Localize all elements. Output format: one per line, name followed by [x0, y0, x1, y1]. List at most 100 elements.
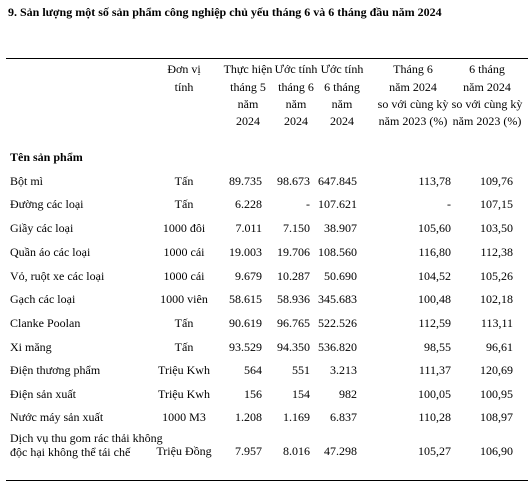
cell: - [306, 197, 310, 211]
header-cell: Ước tính [320, 62, 364, 76]
cell: 1000 cái [163, 245, 205, 259]
cell: 58.936 [277, 292, 310, 306]
cell: Tấn [174, 316, 194, 330]
title: 9. Sản lượng một số sản phẩm công nghiệp… [8, 5, 442, 19]
cell: 156 [244, 387, 262, 401]
cell: 1000 cái [163, 269, 205, 283]
cell: 96.765 [277, 316, 310, 330]
cell: 108,97 [480, 410, 513, 424]
header-cell: 2024 [236, 114, 260, 128]
header-cell: 2024 [284, 114, 308, 128]
bottom-rule [6, 480, 528, 481]
row-label: Gạch các loại [10, 292, 76, 306]
header-cell: năm 2024 [463, 80, 511, 94]
header-cell: năm [331, 97, 353, 111]
cell: 564 [244, 363, 262, 377]
cell: 1000 đôi [162, 221, 206, 235]
cell: 100,48 [418, 292, 451, 306]
row-label: Clanke Poolan [10, 316, 81, 330]
cell: 98,55 [424, 340, 451, 354]
header-cell: năm 2024 [389, 80, 437, 94]
header-cell: năm [237, 97, 259, 111]
cell: 116,80 [418, 245, 451, 259]
cell: 1.169 [283, 410, 310, 424]
cell: 8.016 [283, 444, 310, 458]
cell: 113,11 [480, 316, 513, 330]
cell: 102,18 [480, 292, 513, 306]
cell: 90.619 [229, 316, 262, 330]
cell: 112,59 [418, 316, 451, 330]
header-cell: tính [174, 80, 194, 94]
cell: 112,38 [480, 245, 513, 259]
cell: 50.690 [324, 269, 357, 283]
header-cell: Tháng 6 [393, 62, 433, 76]
header-cell: 6 tháng [324, 80, 360, 94]
header-cell: so với cùng kỳ [377, 97, 449, 111]
header-cell: năm 2023 (%) [378, 114, 448, 128]
cell: 103,50 [480, 221, 513, 235]
cell: 19.003 [229, 245, 262, 259]
cell: 1000 M3 [162, 410, 206, 424]
cell: 154 [292, 387, 310, 401]
cell: 105,26 [480, 269, 513, 283]
cell: 96,61 [486, 340, 513, 354]
cell: 100,05 [418, 387, 451, 401]
cell: Triệu Đồng [156, 444, 212, 458]
header-cell: năm [285, 97, 307, 111]
cell: 522.526 [318, 316, 357, 330]
cell: 105,60 [418, 221, 451, 235]
cell: Tấn [174, 197, 194, 211]
cell: 106,90 [480, 444, 513, 458]
cell: 120,69 [480, 363, 513, 377]
row-label: Giầy các loại [10, 221, 74, 235]
header-cell: tháng 5 [230, 80, 266, 94]
cell: 94.350 [277, 340, 310, 354]
cell: 98.673 [277, 174, 310, 188]
row-label: Điện sản xuất [10, 387, 76, 401]
row-label: Bột mì [10, 174, 44, 188]
cell: Tấn [174, 174, 194, 188]
header-cell: Thực hiện [223, 62, 273, 76]
cell: 100,95 [480, 387, 513, 401]
cell: 1.208 [235, 410, 262, 424]
cell: 9.679 [235, 269, 262, 283]
header-cell: năm 2023 (%) [452, 114, 522, 128]
header-cell: Đơn vị [167, 62, 201, 76]
cell: 89.735 [229, 174, 262, 188]
row-label: Dịch vụ thu gom rác thải không độc hại k… [10, 431, 163, 459]
cell: 647.845 [318, 174, 357, 188]
cell: 1000 viên [160, 292, 208, 306]
cell: 111,37 [418, 363, 451, 377]
cell: 551 [292, 363, 310, 377]
cell: 7.957 [235, 444, 262, 458]
cell: 982 [339, 387, 357, 401]
top-rule [6, 58, 528, 59]
header-cell: 2024 [330, 114, 354, 128]
row-label: Xi măng [10, 340, 52, 354]
cell: 110,28 [418, 410, 451, 424]
header-cell: 6 tháng [469, 62, 505, 76]
cell: 47.298 [324, 444, 357, 458]
cell: 7.150 [283, 221, 310, 235]
cell: 104,52 [418, 269, 451, 283]
cell: 113,78 [418, 174, 451, 188]
row-label: Đường các loại [10, 197, 84, 211]
header-cell: so với cùng kỳ [451, 97, 523, 111]
row-label: Nước máy sản xuất [10, 410, 104, 424]
row-label: Điện thương phẩm [10, 363, 101, 377]
cell: 108.560 [318, 245, 357, 259]
cell: 536.820 [318, 340, 357, 354]
cell: 3.213 [330, 363, 357, 377]
cell: 109,76 [480, 174, 513, 188]
section-label: Tên sản phẩm [10, 150, 83, 164]
cell: 345.683 [318, 292, 357, 306]
header-cell: Ước tính [274, 62, 318, 76]
cell: 10.287 [277, 269, 310, 283]
header-cell: tháng 6 [278, 80, 314, 94]
cell: - [447, 197, 451, 211]
cell: 6.837 [330, 410, 357, 424]
cell: 7.011 [235, 221, 262, 235]
row-label: Quần áo các loại [10, 245, 91, 259]
cell: 58.615 [229, 292, 262, 306]
